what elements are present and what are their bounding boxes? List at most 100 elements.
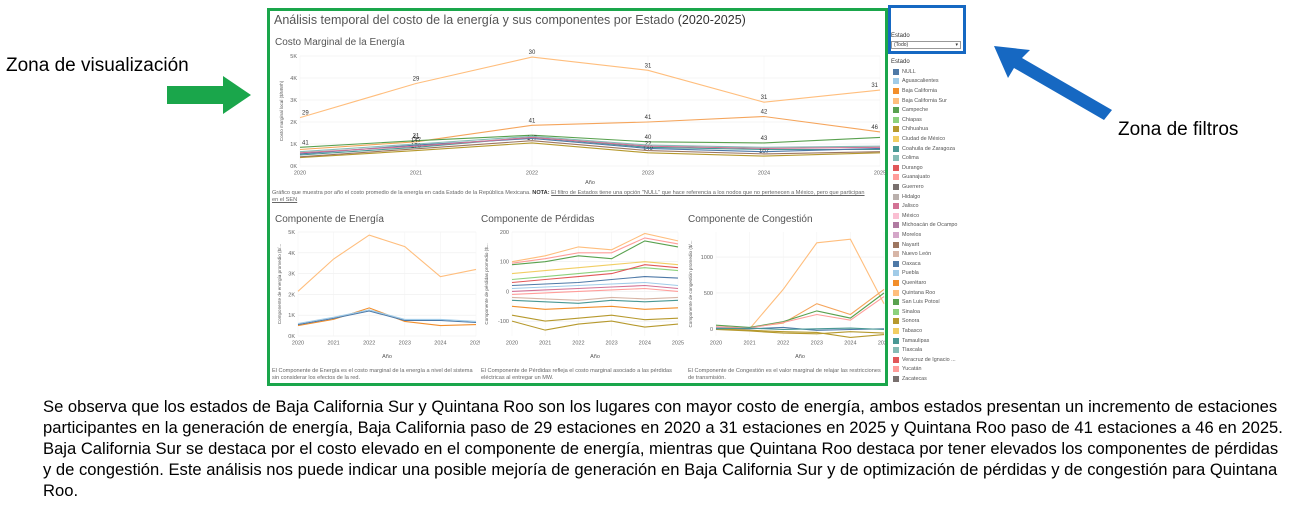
- series-line: [511, 320, 679, 331]
- legend-item[interactable]: Ciudad de México: [893, 134, 945, 144]
- legend-swatch: [893, 212, 899, 219]
- legend-item[interactable]: Nayarit: [893, 240, 919, 250]
- legend-item[interactable]: Oaxaca: [893, 259, 921, 269]
- legend-swatch: [893, 174, 899, 181]
- x-tick-label: 2025: [874, 171, 886, 177]
- series-line: [511, 305, 679, 310]
- legend-item[interactable]: Morelos: [893, 230, 921, 240]
- legend-item[interactable]: Quintana Roo: [893, 288, 935, 298]
- legend-item[interactable]: Tamaulipas: [893, 336, 929, 346]
- y-tick-label: 0: [506, 289, 509, 295]
- legend-item[interactable]: Baja California: [893, 86, 937, 96]
- legend-item[interactable]: NULL: [893, 67, 916, 77]
- legend-item[interactable]: México: [893, 211, 919, 221]
- legend-item[interactable]: Baja California Sur: [893, 96, 947, 106]
- series-line: [297, 309, 477, 325]
- legend-swatch: [893, 337, 899, 344]
- legend-item[interactable]: Jalisco: [893, 201, 918, 211]
- y-axis-title: Componente de congestión promedio ($/...: [688, 240, 693, 327]
- y-tick-label: 100: [500, 260, 509, 266]
- legend-item[interactable]: San Luis Potosí: [893, 297, 940, 307]
- legend-item[interactable]: Hidalgo: [893, 192, 920, 202]
- legend-swatch: [893, 356, 899, 363]
- legend-label: Querétaro: [902, 279, 927, 286]
- x-tick-label: 2023: [399, 341, 411, 347]
- y-tick-label: 5K: [290, 54, 297, 60]
- main-chart-title: Costo Marginal de la Energía: [275, 37, 405, 48]
- legend-label: NULL: [902, 68, 916, 75]
- y-tick-label: 2K: [290, 120, 297, 126]
- legend-swatch: [893, 68, 899, 75]
- legend-item[interactable]: Nuevo León: [893, 249, 931, 259]
- energy-chart: 0K 1K 2K 3K 4K 5K 2020 2021 2022 2023 2024 2025 Año C…: [277, 230, 480, 360]
- data-label: 29: [302, 111, 309, 117]
- legend-label: Veracruz de Ignacio ...: [902, 356, 956, 363]
- data-label: 41: [645, 115, 652, 121]
- data-label: 41: [529, 118, 536, 124]
- legend-swatch: [893, 260, 899, 267]
- legend-item[interactable]: Sinaloa: [893, 307, 920, 317]
- x-tick-label: 2020: [294, 171, 306, 177]
- x-tick-label: 2024: [758, 171, 770, 177]
- y-tick-label: 3K: [288, 272, 295, 278]
- legend-item[interactable]: Guanajuato: [893, 173, 930, 183]
- x-tick-label: 2025: [470, 341, 480, 347]
- legend-item[interactable]: Durango: [893, 163, 923, 173]
- legend-item[interactable]: Veracruz de Ignacio ...: [893, 355, 956, 365]
- series-line: [511, 276, 679, 287]
- series-line: [715, 288, 885, 330]
- legend-item[interactable]: Guerrero: [893, 182, 924, 192]
- data-label: 31: [645, 63, 652, 69]
- legend-item[interactable]: Tlaxcala: [893, 345, 922, 355]
- legend-item[interactable]: Yucatán: [893, 365, 921, 375]
- legend-item[interactable]: Coahuila de Zaragoza: [893, 144, 955, 154]
- main-chart-note: Gráfico que muestra por año el costo pro…: [272, 190, 865, 203]
- legend-label: Guerrero: [902, 183, 924, 190]
- data-label: 21: [413, 134, 420, 140]
- legend-swatch: [893, 366, 899, 373]
- legend-label: San Luis Potosí: [902, 299, 940, 306]
- legend-swatch: [893, 145, 899, 152]
- x-tick-label: 2021: [327, 341, 339, 347]
- legend-swatch: [893, 107, 899, 114]
- legend-item[interactable]: Aguascalientes: [893, 77, 939, 87]
- legend-item[interactable]: Campeche: [893, 105, 928, 115]
- series-line: [299, 136, 881, 154]
- legend-item[interactable]: Chihuahua: [893, 125, 928, 135]
- x-tick-label: 2024: [434, 341, 446, 347]
- legend-label: Nayarit: [902, 241, 920, 248]
- legend-item[interactable]: Tabasco: [893, 326, 922, 336]
- data-label: 29: [413, 77, 420, 83]
- congestion-chart-note: El Componente de Congestión es el valor …: [688, 368, 881, 381]
- legend-item[interactable]: Chiapas: [893, 115, 922, 125]
- series-line: [299, 135, 881, 153]
- legend-label: México: [902, 212, 920, 219]
- series-line: [299, 140, 881, 158]
- legend-label: Campeche: [902, 107, 929, 114]
- data-label: 42: [761, 110, 768, 116]
- data-label: 41: [413, 135, 420, 141]
- legend-label: Ciudad de México: [902, 135, 946, 142]
- legend-swatch: [893, 299, 899, 306]
- legend-item[interactable]: Michoacán de Ocampo: [893, 221, 957, 231]
- legend-swatch: [893, 251, 899, 258]
- legend-item[interactable]: Colima: [893, 153, 919, 163]
- legend-item[interactable]: Sonora: [893, 317, 919, 327]
- x-tick-label: 2023: [642, 171, 654, 177]
- legend-label: Tlaxcala: [902, 347, 923, 354]
- x-axis-title: Año: [590, 354, 600, 360]
- legend-label: Sonora: [902, 318, 920, 325]
- legend-label: Sinaloa: [902, 308, 920, 315]
- legend-item[interactable]: Puebla: [893, 269, 919, 279]
- legend-item[interactable]: Querétaro: [893, 278, 926, 288]
- data-label: 31: [871, 83, 878, 89]
- y-tick-label: 4K: [288, 251, 295, 257]
- legend-item[interactable]: Zacatecas: [893, 374, 927, 384]
- legend-label: Oaxaca: [902, 260, 921, 267]
- legend-label: Chihuahua: [902, 126, 929, 133]
- series-line: [716, 238, 885, 330]
- estado-filter-select[interactable]: (Todo) ▾: [891, 41, 961, 49]
- legend-swatch: [893, 203, 899, 210]
- data-label: 147: [411, 138, 422, 144]
- x-tick-label: 2021: [539, 341, 551, 347]
